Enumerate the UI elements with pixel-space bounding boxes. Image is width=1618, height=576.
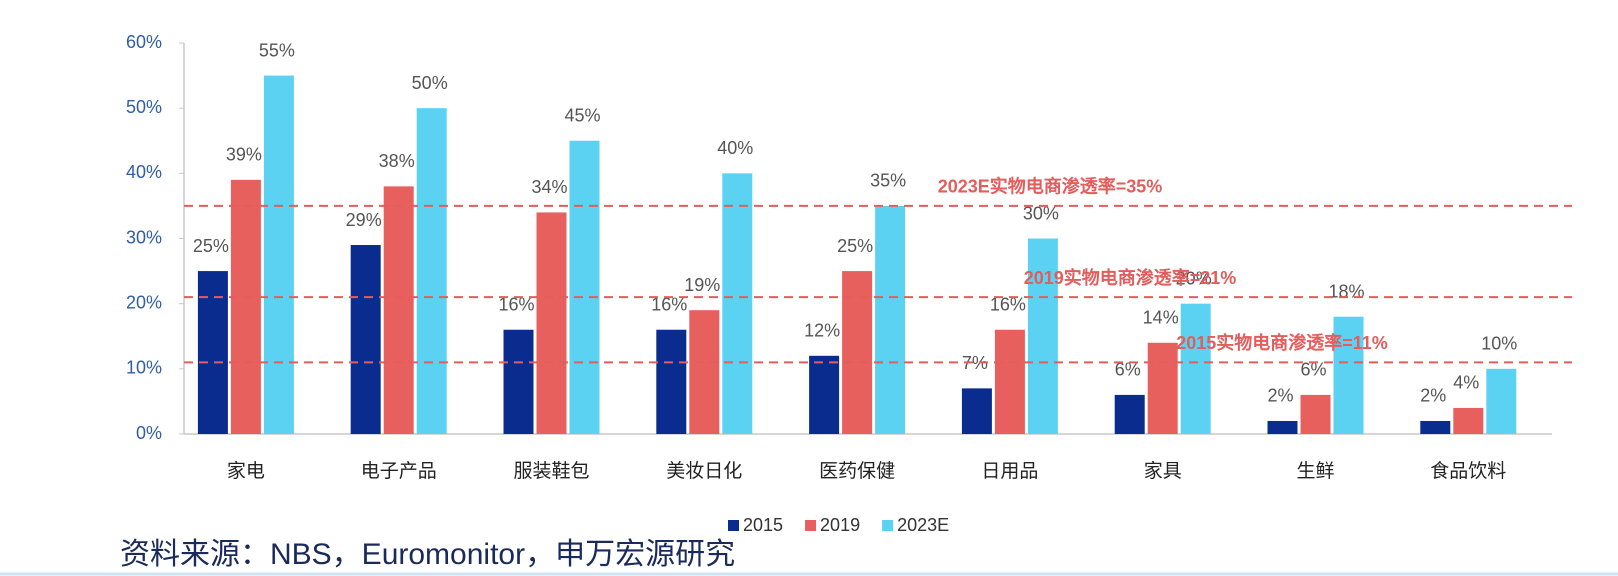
x-tick-label: 医药保健 — [819, 460, 895, 482]
value-label: 29% — [346, 210, 382, 230]
bar — [961, 388, 992, 434]
value-label: 6% — [1115, 360, 1141, 380]
y-tick-label: 20% — [126, 292, 162, 312]
value-label: 16% — [651, 294, 687, 314]
y-tick-label: 50% — [126, 97, 162, 117]
value-label: 38% — [379, 151, 415, 171]
value-label: 2% — [1420, 386, 1446, 406]
y-tick-label: 10% — [126, 358, 162, 378]
value-label: 45% — [564, 106, 600, 126]
value-label: 14% — [1143, 308, 1179, 328]
x-tick-label: 美妆日化 — [666, 460, 742, 482]
bar — [536, 212, 567, 434]
bar — [416, 108, 447, 435]
value-label: 50% — [412, 73, 448, 93]
bar — [1027, 238, 1058, 434]
value-label: 7% — [962, 353, 988, 373]
x-tick-label: 服装鞋包 — [513, 460, 589, 482]
value-label: 18% — [1328, 281, 1364, 301]
bar — [994, 329, 1025, 434]
x-tick-label: 日用品 — [981, 461, 1038, 482]
legend-label: 2023E — [897, 515, 949, 535]
legend-label: 2019 — [820, 515, 860, 535]
bar — [842, 271, 873, 434]
value-label: 4% — [1453, 373, 1479, 393]
value-label: 39% — [226, 145, 262, 165]
bar — [1453, 407, 1484, 434]
value-label: 25% — [193, 236, 229, 256]
bar — [722, 173, 753, 435]
bar — [689, 310, 720, 434]
value-label: 55% — [259, 40, 295, 60]
value-label: 6% — [1300, 360, 1326, 380]
y-tick-label: 60% — [126, 32, 162, 52]
value-label: 34% — [531, 177, 567, 197]
bar — [197, 271, 228, 434]
legend-swatch — [882, 520, 894, 531]
value-label: 10% — [1481, 334, 1517, 354]
bar — [1300, 394, 1331, 434]
x-tick-label: 食品饮料 — [1430, 460, 1506, 482]
x-tick-label: 家电 — [227, 460, 265, 482]
y-tick-label: 40% — [126, 162, 162, 182]
bar — [1180, 303, 1211, 434]
value-label: 16% — [990, 294, 1026, 314]
x-tick-label: 电子产品 — [361, 460, 437, 482]
y-tick-label: 0% — [136, 423, 162, 443]
bar — [809, 355, 840, 434]
source: 资料来源：NBS，Euromonitor，申万宏源研究 — [120, 538, 735, 571]
value-label: 2% — [1267, 386, 1293, 406]
bar — [1486, 368, 1517, 434]
bar — [1147, 342, 1178, 434]
value-label: 19% — [684, 275, 720, 295]
value-label: 25% — [837, 236, 873, 256]
value-label: 16% — [498, 294, 534, 314]
bar — [1420, 420, 1451, 434]
x-tick-label: 生鲜 — [1296, 460, 1334, 482]
legend-label: 2015 — [743, 515, 783, 535]
value-label: 35% — [870, 171, 906, 191]
bar — [503, 329, 534, 434]
x-tick-label: 家具 — [1144, 460, 1182, 482]
value-label: 12% — [804, 321, 840, 341]
bar — [656, 329, 687, 434]
bar — [1333, 316, 1364, 434]
bar — [1267, 420, 1298, 434]
bar — [1114, 394, 1145, 434]
value-label: 20% — [1176, 268, 1212, 288]
reference-label: 2019实物电商渗透率=21% — [1024, 267, 1237, 288]
value-label: 30% — [1023, 203, 1059, 223]
bar — [230, 179, 261, 434]
bar — [875, 205, 906, 434]
bar — [569, 140, 600, 434]
y-tick-label: 30% — [126, 227, 162, 247]
value-label: 40% — [717, 138, 753, 158]
bar — [263, 75, 294, 434]
legend-swatch — [728, 520, 739, 531]
bar — [383, 186, 414, 434]
reference-label: 2015实物电商渗透率=11% — [1176, 332, 1388, 353]
reference-label: 2023E实物电商渗透率=35% — [938, 176, 1163, 197]
legend-swatch — [805, 520, 817, 531]
bar — [350, 245, 381, 434]
